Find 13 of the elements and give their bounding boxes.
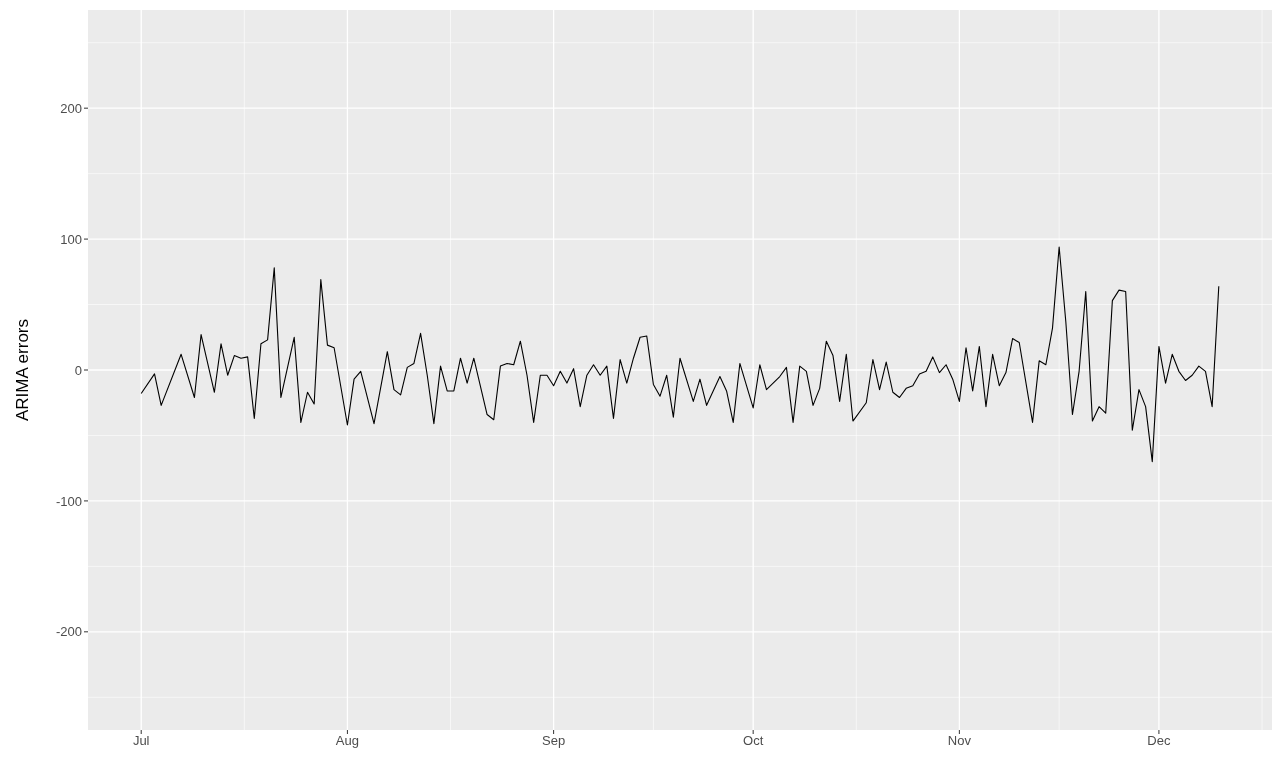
x-tick-label: Aug bbox=[335, 733, 359, 749]
x-tick-label: Nov bbox=[947, 733, 972, 749]
y-axis-title: ARIMA errors bbox=[13, 318, 33, 422]
y-tick-label: 200 bbox=[60, 100, 82, 116]
y-tick-label: 0 bbox=[74, 362, 82, 378]
y-tick-label: -100 bbox=[55, 493, 82, 509]
x-tick-label: Sep bbox=[542, 733, 566, 749]
x-tick-label: Dec bbox=[1147, 733, 1171, 749]
x-tick-label: Oct bbox=[743, 733, 764, 749]
line-series bbox=[140, 246, 1220, 463]
y-tick-label: -200 bbox=[55, 624, 82, 640]
y-tick-label: 100 bbox=[60, 231, 82, 247]
x-tick-label: Jul bbox=[132, 733, 150, 749]
